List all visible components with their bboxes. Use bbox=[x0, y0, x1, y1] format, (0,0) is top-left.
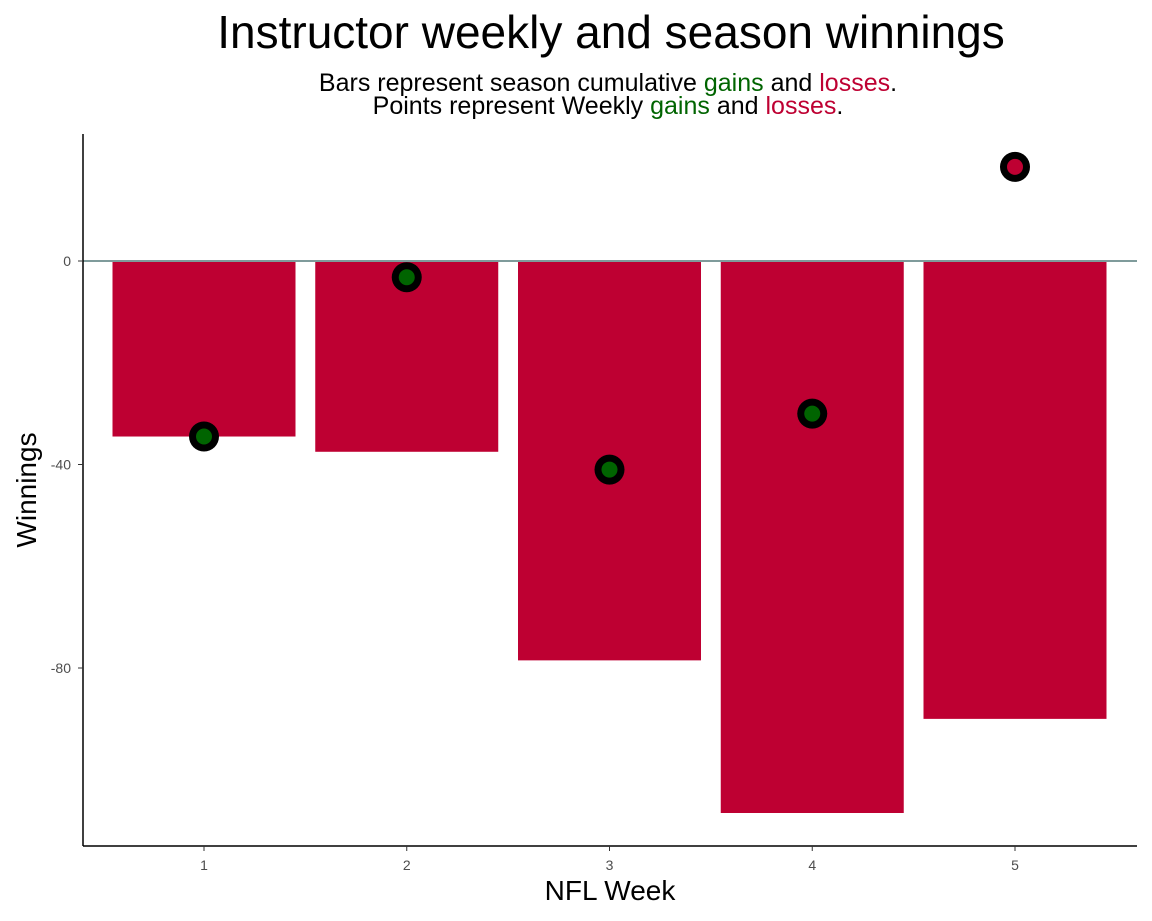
x-tick-label: 3 bbox=[606, 857, 614, 873]
x-tick-label: 2 bbox=[403, 857, 411, 873]
subtitle-2-losses: losses bbox=[766, 92, 837, 120]
subtitle-1-losses: losses bbox=[819, 69, 890, 97]
chart-subtitle-line-1: Bars represent season cumulative gains a… bbox=[319, 69, 897, 97]
x-tick-label: 4 bbox=[808, 857, 816, 873]
subtitle-2-gains: gains bbox=[650, 92, 710, 120]
y-tick-label: -40 bbox=[51, 457, 71, 473]
subtitle-1-gains: gains bbox=[704, 69, 764, 97]
bar-week-2 bbox=[315, 261, 499, 452]
axes-layer: 0 -40 -80 1 2 3 4 5 bbox=[51, 134, 1137, 873]
y-axis-label: Winnings bbox=[11, 432, 42, 547]
subtitle-2-prefix: Points represent Weekly bbox=[373, 92, 644, 120]
point-week-2 bbox=[398, 269, 415, 286]
bars-layer bbox=[112, 261, 1107, 813]
subtitle-1-prefix: Bars represent season cumulative bbox=[319, 69, 697, 97]
x-tick-label: 5 bbox=[1011, 857, 1019, 873]
subtitle-2-end: . bbox=[836, 92, 843, 120]
y-tick-label: 0 bbox=[63, 253, 71, 269]
points-layer bbox=[189, 151, 1030, 485]
bar-week-1 bbox=[112, 261, 296, 437]
subtitle-2-and: and bbox=[717, 92, 759, 120]
point-week-1 bbox=[196, 428, 212, 445]
bar-week-5 bbox=[923, 261, 1107, 719]
subtitle-1-and: and bbox=[771, 69, 813, 97]
y-tick-label: -80 bbox=[51, 660, 71, 676]
point-week-4 bbox=[804, 405, 821, 422]
x-tick-label: 1 bbox=[200, 857, 208, 873]
bar-week-4 bbox=[720, 261, 904, 813]
point-week-5 bbox=[1007, 158, 1023, 175]
point-week-3 bbox=[601, 461, 618, 478]
x-axis-label: NFL Week bbox=[545, 875, 677, 906]
subtitle-1-end: . bbox=[890, 69, 897, 97]
chart-title: Instructor weekly and season winnings bbox=[217, 6, 1005, 58]
chart-subtitle-line-2: Points represent Weekly gains and losses… bbox=[373, 92, 844, 120]
